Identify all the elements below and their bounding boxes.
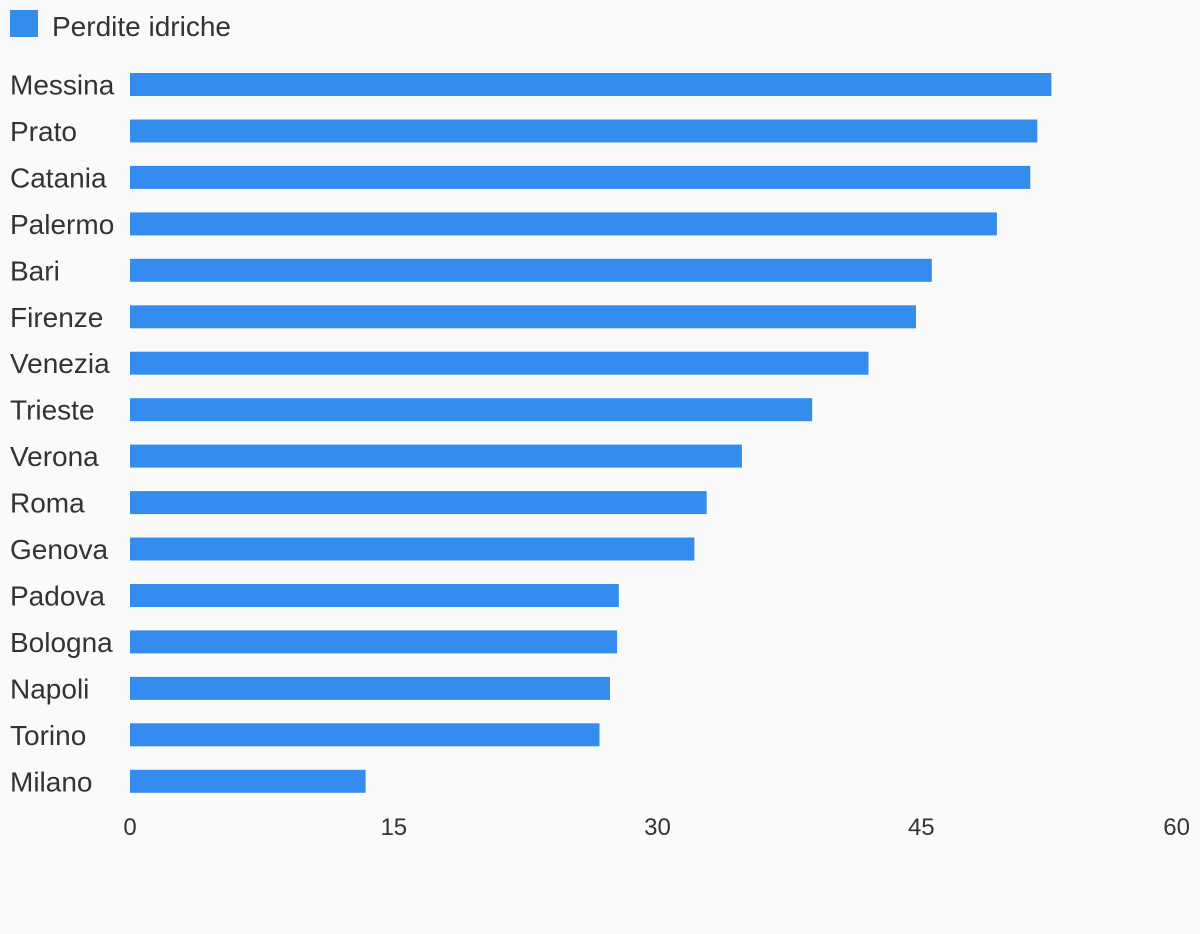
category-labels: Messina Prato Catania Palermo Bari Firenze Ven… <box>10 70 115 798</box>
category-label-catania: Catania <box>10 162 107 193</box>
bar-verona <box>130 444 742 468</box>
bars <box>130 73 1052 793</box>
legend: Perdite idriche <box>10 10 231 42</box>
category-label-verona: Verona <box>10 441 99 472</box>
bar-genova <box>130 537 695 561</box>
category-label-bologna: Bologna <box>10 627 113 658</box>
x-tick-label-30: 30 <box>644 814 671 841</box>
bar-roma <box>130 491 707 515</box>
bar-padova <box>130 584 619 607</box>
category-label-torino: Torino <box>10 720 86 751</box>
bar-palermo <box>130 212 997 236</box>
bar-bologna <box>130 630 618 654</box>
category-label-padova: Padova <box>10 581 105 612</box>
x-axis: 0 15 30 45 60 <box>123 814 1190 841</box>
category-label-palermo: Palermo <box>10 209 114 240</box>
category-label-prato: Prato <box>10 116 77 147</box>
category-label-napoli: Napoli <box>10 673 89 704</box>
bar-messina <box>130 73 1052 96</box>
category-label-roma: Roma <box>10 488 85 519</box>
category-label-trieste: Trieste <box>10 395 95 426</box>
x-tick-label-15: 15 <box>380 814 407 841</box>
category-label-bari: Bari <box>10 255 60 286</box>
x-tick-label-0: 0 <box>123 814 136 841</box>
bar-prato <box>130 119 1038 143</box>
legend-label: Perdite idriche <box>52 11 231 42</box>
x-tick-label-45: 45 <box>908 814 935 841</box>
bar-catania <box>130 165 1031 189</box>
bar-milano <box>130 769 366 793</box>
category-label-messina: Messina <box>10 70 115 101</box>
bar-firenze <box>130 305 916 329</box>
category-label-milano: Milano <box>10 766 92 797</box>
category-label-genova: Genova <box>10 534 108 565</box>
bar-torino <box>130 723 600 747</box>
bar-venezia <box>130 351 869 375</box>
category-label-venezia: Venezia <box>10 348 110 379</box>
bar-trieste <box>130 398 813 422</box>
bar-napoli <box>130 676 610 700</box>
category-label-firenze: Firenze <box>10 302 103 333</box>
bar-bari <box>130 258 932 282</box>
x-tick-label-60: 60 <box>1163 814 1190 841</box>
legend-swatch <box>10 10 38 37</box>
